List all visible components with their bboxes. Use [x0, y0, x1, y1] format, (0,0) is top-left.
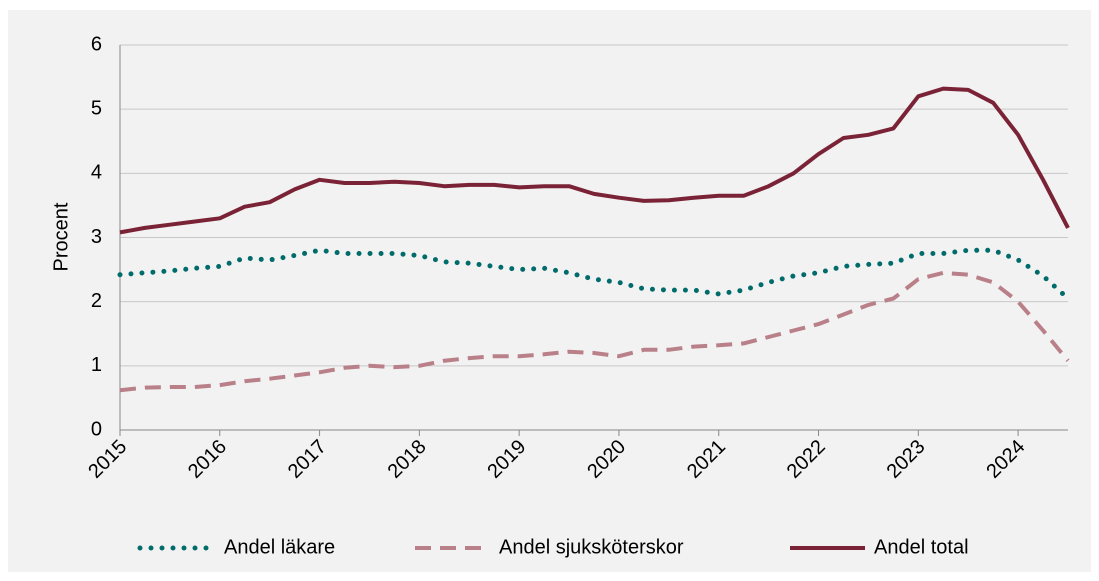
legend-label: Andel sjuksköterskor	[499, 536, 684, 558]
series-line	[117, 247, 1071, 301]
series-line	[119, 86, 1070, 235]
y-tick-label: 0	[91, 418, 102, 440]
legend-label: Andel läkare	[224, 536, 335, 558]
y-tick-label: 1	[91, 354, 102, 376]
y-tick-label: 6	[91, 33, 102, 55]
y-tick-label: 5	[91, 97, 102, 119]
y-tick-label: 3	[91, 226, 102, 248]
legend-label: Andel total	[874, 536, 969, 558]
y-tick-label: 2	[91, 290, 102, 312]
series-line	[119, 270, 1070, 393]
y-axis-label: Procent	[50, 202, 72, 271]
y-tick-label: 4	[91, 162, 102, 184]
